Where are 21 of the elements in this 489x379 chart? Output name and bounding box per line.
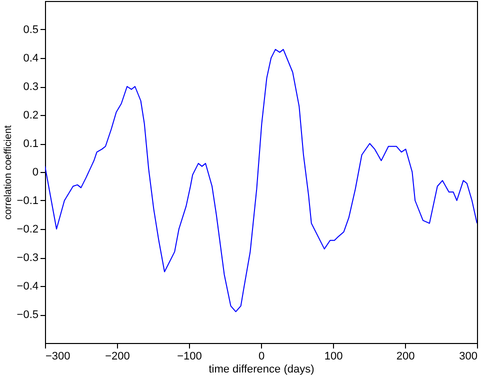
x-tick-label: −100 (177, 350, 202, 362)
x-tick-label: 0 (258, 350, 265, 362)
x-tick-label: 200 (396, 350, 415, 362)
x-tick-label: 300 (459, 350, 478, 362)
y-tick-label: −0.3 (16, 252, 38, 264)
line-series (45, 48, 477, 312)
x-tick-label: 100 (324, 350, 343, 362)
y-tick-label: 0.5 (23, 24, 38, 36)
y-tick-label: 0.1 (23, 138, 38, 150)
y-tick-label: 0 (32, 166, 38, 178)
x-axis-title: time difference (days) (208, 364, 314, 376)
y-tick-label: −0.5 (16, 309, 38, 321)
y-tick-label: 0.2 (23, 110, 38, 122)
y-axis-title: correlation coefficient (2, 125, 14, 220)
y-tick-label: −0.1 (16, 195, 38, 207)
y-tick-label: 0.4 (23, 52, 38, 64)
x-tick-label: −200 (105, 350, 130, 362)
y-tick-label: −0.2 (16, 224, 38, 236)
x-tick-label: −300 (46, 350, 70, 362)
y-tick-label: 0.3 (23, 81, 38, 93)
y-tick-label: −0.4 (16, 280, 38, 292)
